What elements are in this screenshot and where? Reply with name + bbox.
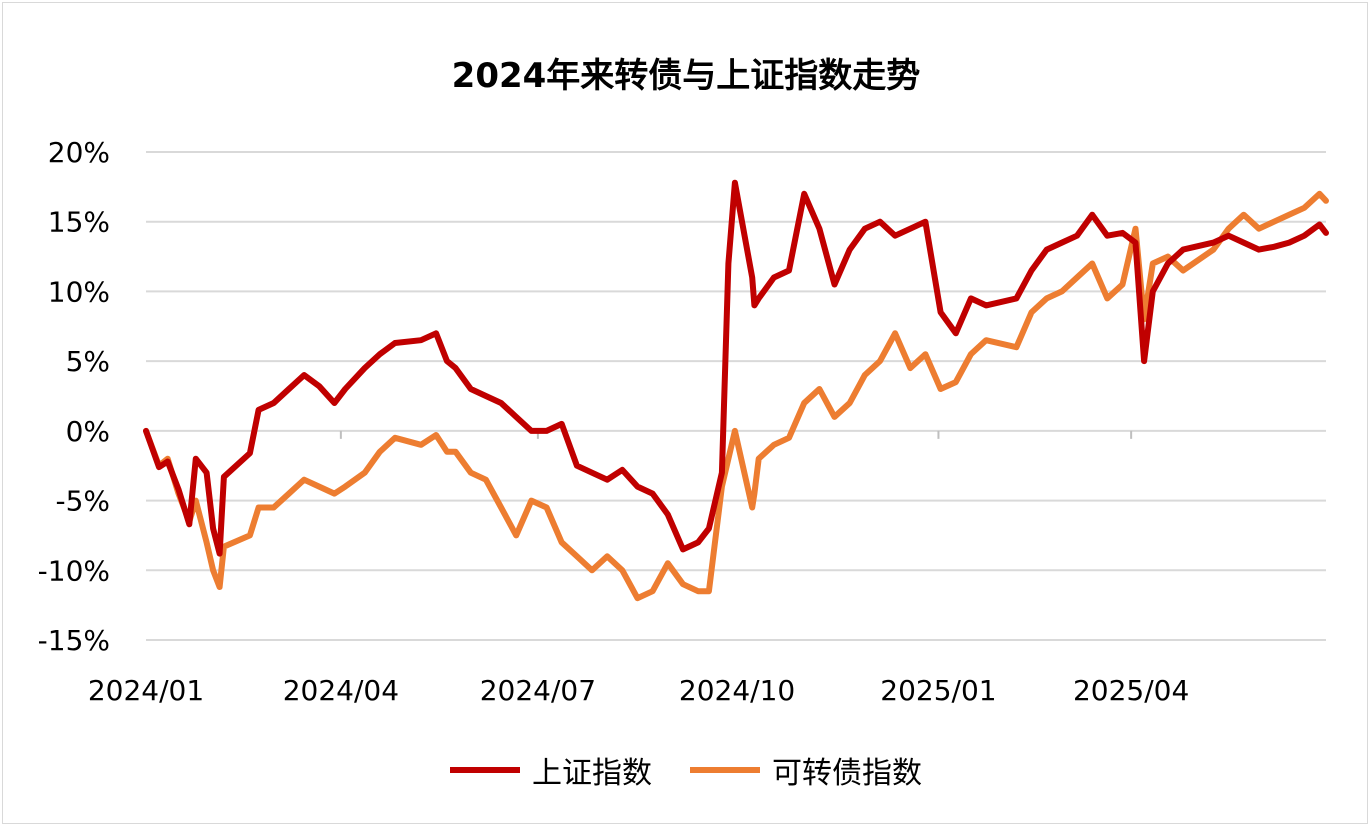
x-tick-label: 2025/01 — [880, 674, 996, 707]
legend-swatch-shanghai — [450, 767, 520, 773]
y-tick-label: 0% — [66, 415, 110, 448]
y-tick-label: -10% — [38, 554, 110, 587]
gridlines — [146, 151, 1326, 641]
x-tick-label: 2024/10 — [679, 674, 795, 707]
series-line-convertible — [143, 190, 1329, 602]
series-line-shanghai — [143, 179, 1329, 557]
y-tick-label: -5% — [55, 485, 110, 518]
legend-item-shanghai: 上证指数 — [450, 748, 652, 792]
legend-item-convertible: 可转债指数 — [690, 748, 922, 792]
legend-swatch-convertible — [690, 767, 760, 773]
x-tick-label: 2024/01 — [88, 674, 204, 707]
x-axis-ticks: 2024/01 2024/04 2024/07 2024/10 2025/01 2025/… — [88, 430, 1189, 707]
y-tick-label: 20% — [48, 136, 110, 169]
series-lines — [143, 179, 1329, 602]
x-tick-label: 2024/04 — [283, 674, 399, 707]
legend-label-shanghai: 上证指数 — [532, 756, 652, 791]
x-tick-label: 2025/04 — [1073, 674, 1189, 707]
legend: 上证指数 可转债指数 — [0, 748, 1372, 792]
y-axis-ticks: 20% 15% 10% 5% 0% -5% -10% -15% — [38, 136, 110, 657]
chart-title: 2024年来转债与上证指数走势 — [451, 56, 921, 96]
x-tick-label: 2024/07 — [480, 674, 596, 707]
legend-label-convertible: 可转债指数 — [772, 756, 922, 791]
y-tick-label: 15% — [48, 206, 110, 239]
y-tick-label: -15% — [38, 624, 110, 657]
y-tick-label: 10% — [48, 275, 110, 308]
y-tick-label: 5% — [66, 345, 110, 378]
